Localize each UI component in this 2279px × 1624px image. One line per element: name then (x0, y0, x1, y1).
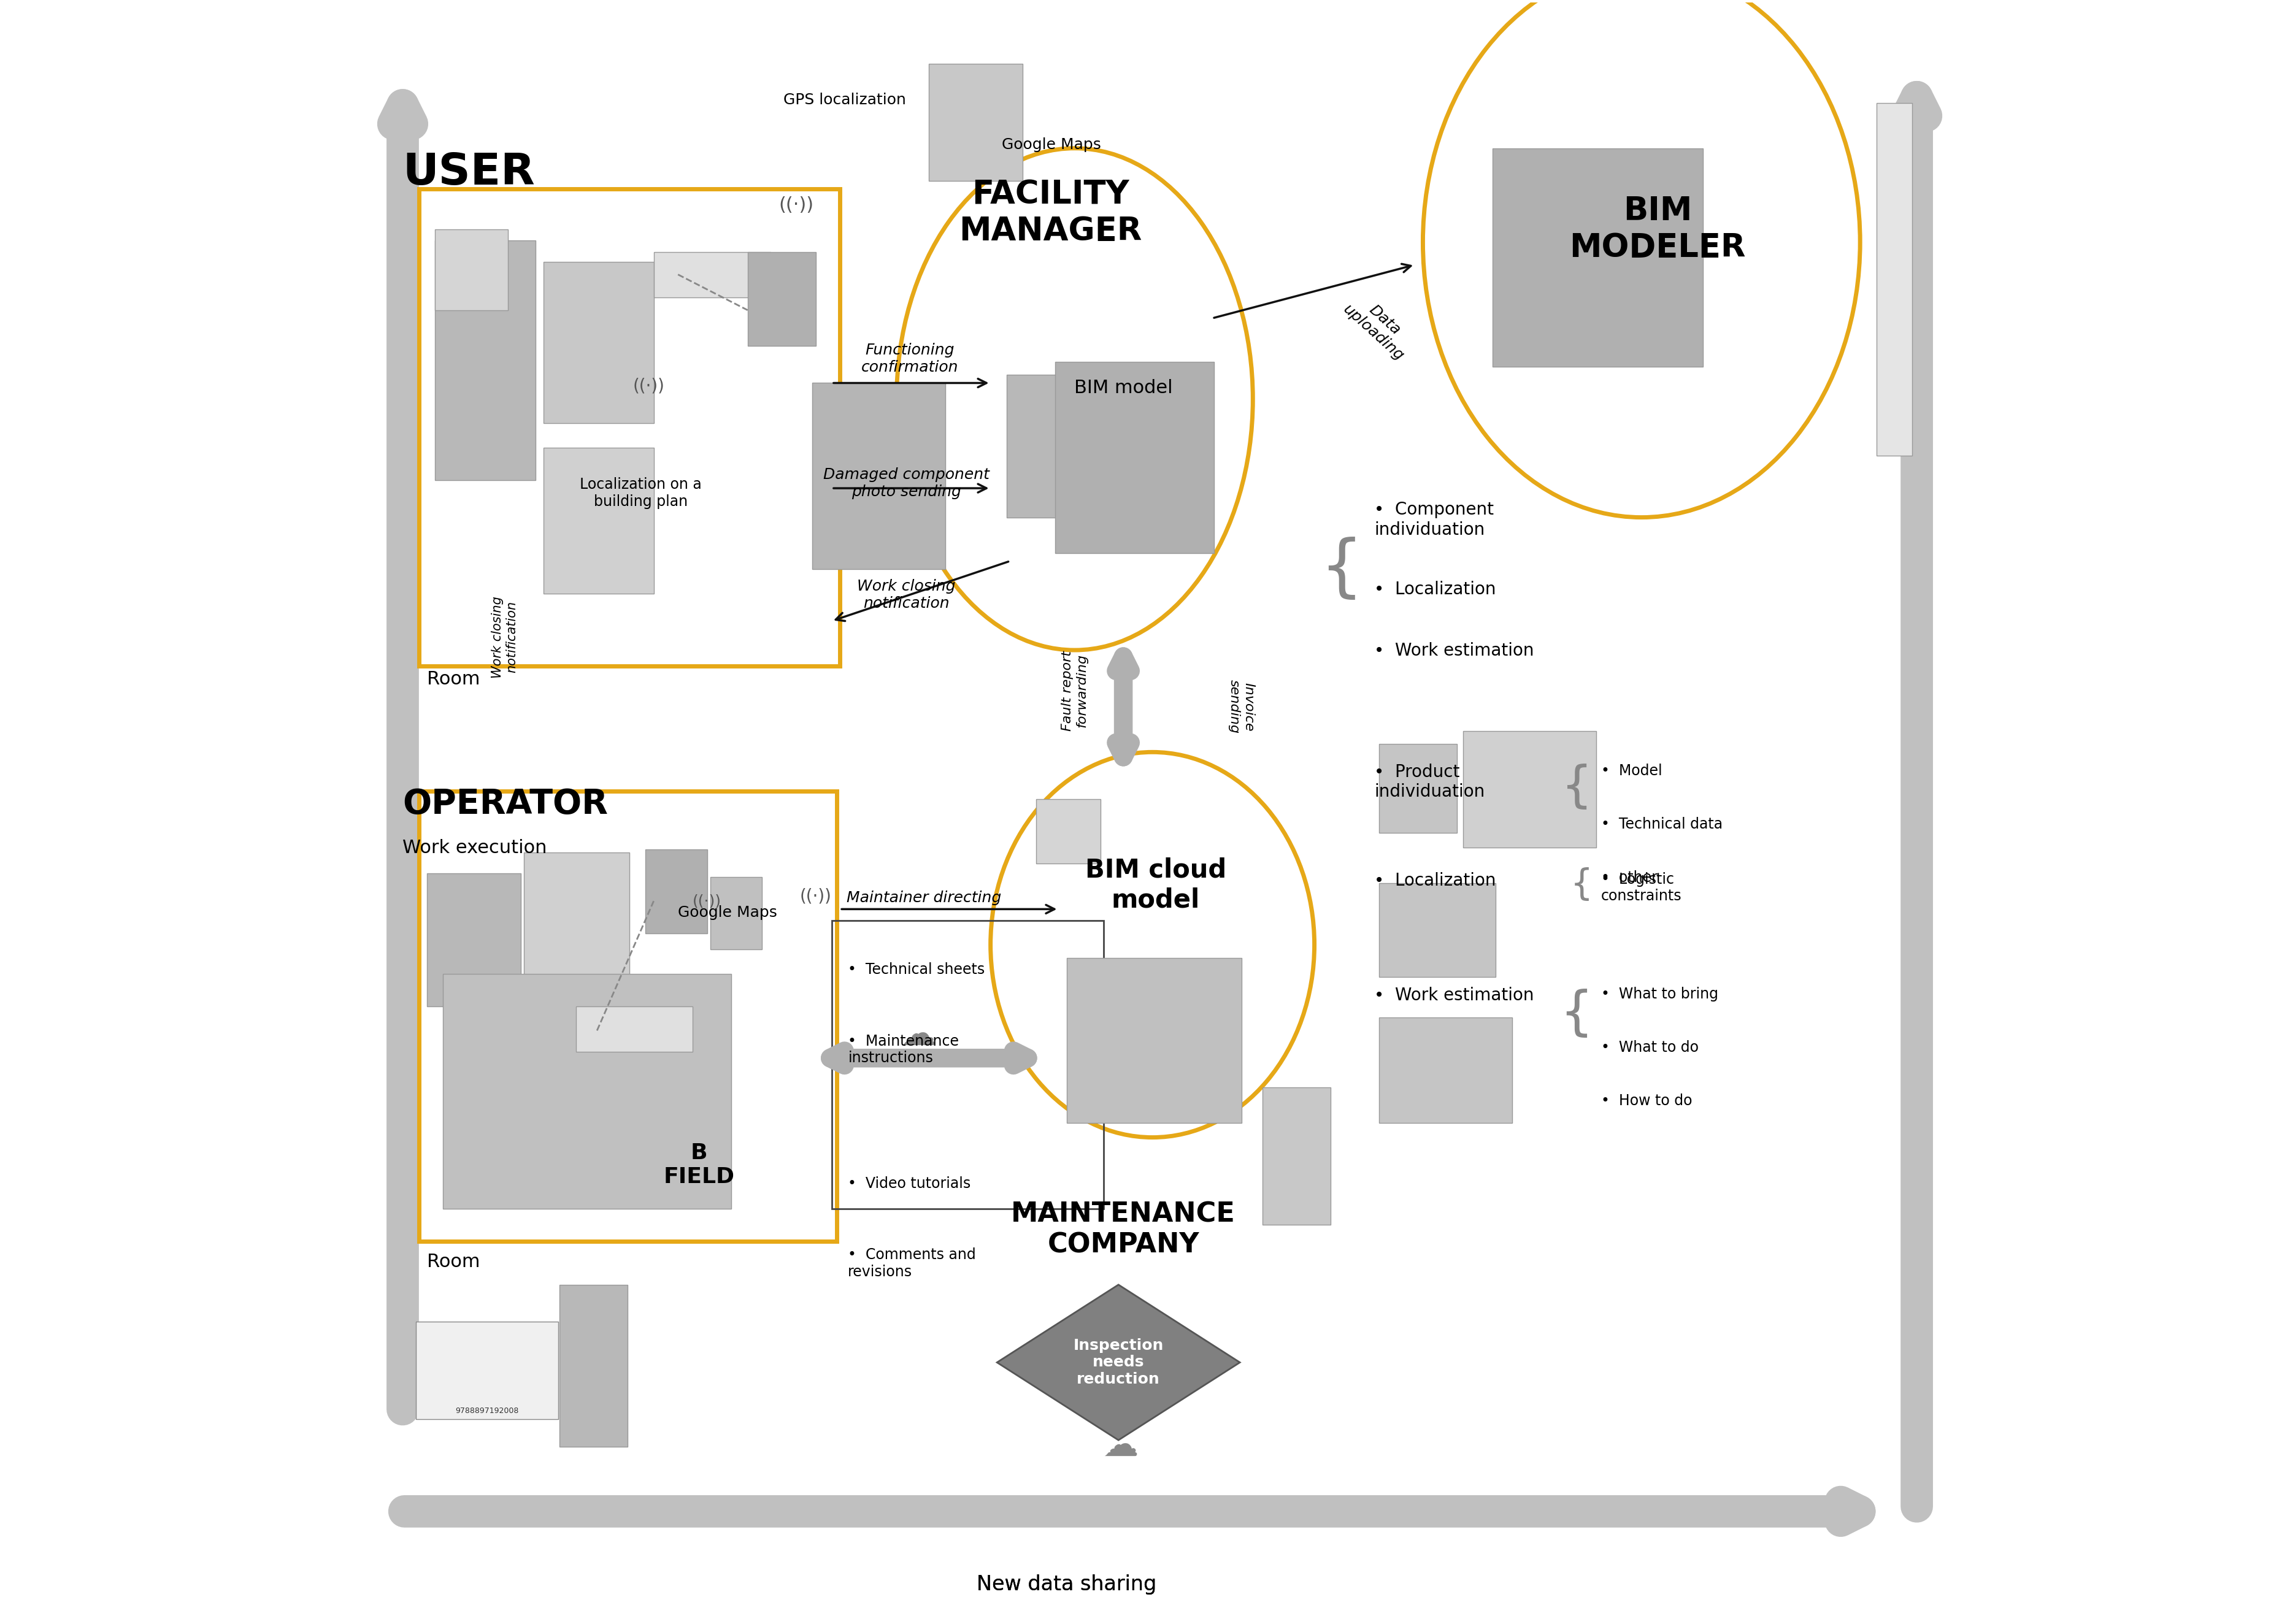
Text: {: { (1320, 536, 1363, 603)
Polygon shape (996, 1285, 1240, 1440)
Text: •  How to do: • How to do (1602, 1093, 1691, 1109)
Text: •  Work estimation: • Work estimation (1374, 641, 1534, 659)
FancyBboxPatch shape (545, 261, 654, 424)
FancyBboxPatch shape (1055, 362, 1215, 554)
FancyBboxPatch shape (561, 1285, 627, 1447)
Text: USER: USER (403, 151, 536, 193)
Text: •  Technical sheets: • Technical sheets (848, 963, 985, 978)
Text: •  Logistic
constraints: • Logistic constraints (1602, 872, 1682, 903)
FancyBboxPatch shape (426, 874, 522, 1007)
Text: {: { (1561, 763, 1593, 812)
Text: •  Maintenance
instructions: • Maintenance instructions (848, 1034, 959, 1065)
FancyBboxPatch shape (545, 448, 654, 593)
Text: Localization on a
building plan: Localization on a building plan (579, 477, 702, 508)
FancyBboxPatch shape (435, 229, 508, 310)
FancyBboxPatch shape (415, 1322, 558, 1419)
Text: •  Localization: • Localization (1374, 580, 1495, 598)
FancyBboxPatch shape (442, 974, 732, 1208)
Text: •  Product
individuation: • Product individuation (1374, 763, 1486, 801)
Text: Work execution: Work execution (403, 838, 547, 856)
Text: Google Maps: Google Maps (1003, 138, 1101, 153)
Text: GPS localization: GPS localization (784, 93, 905, 107)
Text: •  What to bring: • What to bring (1602, 987, 1718, 1002)
Text: New data sharing: New data sharing (978, 1574, 1155, 1595)
Text: Functioning
confirmation: Functioning confirmation (861, 343, 957, 375)
Text: Google Maps: Google Maps (677, 905, 777, 919)
Text: BIM cloud
model: BIM cloud model (1085, 857, 1226, 913)
FancyBboxPatch shape (1493, 148, 1702, 367)
FancyBboxPatch shape (645, 849, 706, 934)
FancyBboxPatch shape (1463, 731, 1595, 848)
Text: •  Localization: • Localization (1374, 872, 1495, 888)
Text: Data
uploading: Data uploading (1340, 289, 1418, 364)
Text: •  Video tutorials: • Video tutorials (848, 1176, 971, 1190)
Text: ((·)): ((·)) (800, 888, 832, 905)
FancyBboxPatch shape (654, 252, 770, 297)
Text: Fault report
forwarding: Fault report forwarding (1062, 651, 1087, 731)
Text: {: { (1570, 867, 1593, 903)
Text: ((·)): ((·)) (634, 378, 665, 395)
Text: BIM model: BIM model (1073, 378, 1174, 396)
FancyBboxPatch shape (748, 252, 816, 346)
Text: Room: Room (426, 671, 481, 689)
Text: •  Work estimation: • Work estimation (1374, 987, 1534, 1004)
Text: •  Component
individuation: • Component individuation (1374, 502, 1495, 538)
Text: MAINTENANCE
COMPANY: MAINTENANCE COMPANY (1012, 1202, 1235, 1259)
FancyBboxPatch shape (1876, 102, 1912, 456)
FancyBboxPatch shape (1379, 1018, 1511, 1122)
Text: •  What to do: • What to do (1602, 1041, 1698, 1056)
Text: FACILITY
MANAGER: FACILITY MANAGER (959, 179, 1142, 247)
Text: ☁: ☁ (900, 1018, 937, 1052)
Text: New data sharing: New data sharing (978, 1574, 1155, 1595)
FancyBboxPatch shape (1007, 375, 1069, 518)
Text: Work closing
notification: Work closing notification (857, 580, 955, 611)
FancyBboxPatch shape (524, 853, 629, 991)
FancyBboxPatch shape (930, 63, 1023, 180)
Text: •  Model: • Model (1602, 763, 1661, 778)
Text: Room: Room (426, 1254, 481, 1272)
FancyBboxPatch shape (577, 1007, 693, 1052)
FancyBboxPatch shape (711, 877, 761, 950)
Text: 9788897192008: 9788897192008 (456, 1406, 520, 1415)
Text: ((·)): ((·)) (779, 197, 814, 214)
Text: Work closing
notification: Work closing notification (492, 596, 517, 679)
FancyBboxPatch shape (811, 383, 946, 568)
FancyBboxPatch shape (1379, 883, 1495, 978)
Text: •  other: • other (1602, 870, 1657, 885)
Text: Maintainer directing: Maintainer directing (848, 890, 1000, 905)
Text: Inspection
needs
reduction: Inspection needs reduction (1073, 1338, 1165, 1387)
Text: BIM
MODELER: BIM MODELER (1570, 195, 1746, 263)
Text: Invoice
sending: Invoice sending (1228, 680, 1256, 734)
FancyBboxPatch shape (1263, 1086, 1331, 1224)
Text: ((·)): ((·)) (693, 893, 722, 908)
FancyBboxPatch shape (1067, 958, 1242, 1122)
Text: OPERATOR: OPERATOR (403, 788, 608, 820)
Text: {: { (1559, 989, 1593, 1039)
Text: B
FIELD: B FIELD (663, 1142, 734, 1187)
FancyBboxPatch shape (1037, 799, 1101, 864)
FancyBboxPatch shape (1379, 744, 1456, 833)
Text: ☁: ☁ (1103, 1429, 1137, 1465)
Text: •  Technical data: • Technical data (1602, 817, 1723, 831)
FancyBboxPatch shape (435, 240, 536, 481)
Text: •  Comments and
revisions: • Comments and revisions (848, 1247, 975, 1280)
Text: Damaged component
photo sending: Damaged component photo sending (823, 468, 989, 499)
